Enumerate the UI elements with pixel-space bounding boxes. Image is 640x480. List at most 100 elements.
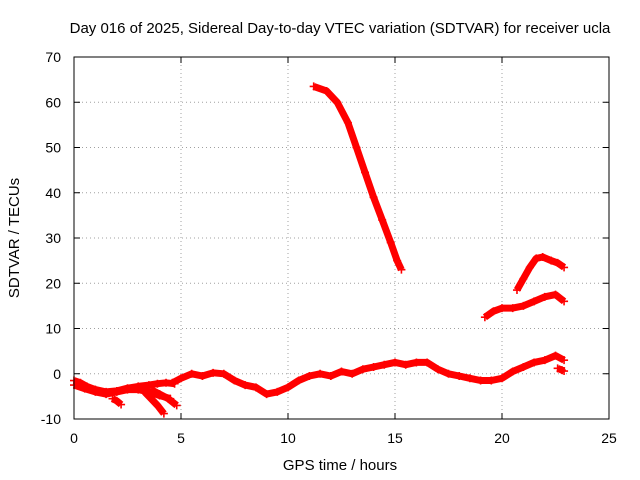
x-axis-title: GPS time / hours	[283, 457, 397, 474]
data-point	[322, 86, 331, 95]
data-point	[352, 143, 361, 152]
chart-title: Day 016 of 2025, Sidereal Day-to-day VTE…	[70, 20, 611, 37]
data-point	[262, 390, 271, 399]
data-point	[333, 98, 342, 107]
axis-ticks: 0 5 10 15 20 25 -10 0 10 20 30 40 50 60 70	[41, 49, 617, 446]
data-point	[155, 390, 164, 399]
data-point	[112, 396, 121, 405]
data-point	[187, 369, 196, 378]
series-arc-3	[108, 394, 126, 409]
data-point	[309, 82, 318, 91]
data-point	[294, 376, 303, 385]
data-point	[91, 387, 100, 396]
data-point	[117, 400, 126, 409]
data-point	[489, 307, 498, 316]
data-point	[358, 365, 367, 374]
data-point	[560, 356, 569, 365]
y-axis-title: SDTVAR / TECUs	[6, 178, 23, 298]
series-layer	[70, 82, 569, 418]
series-arc-4	[140, 387, 168, 418]
data-point	[553, 258, 562, 267]
series-arc-7	[309, 82, 406, 274]
series-line	[149, 386, 179, 409]
data-point	[519, 274, 528, 283]
data-point	[337, 367, 346, 376]
data-point	[123, 385, 132, 394]
series-line	[170, 352, 566, 398]
data-point	[172, 401, 181, 410]
data-point	[140, 387, 149, 396]
x-tick-label: 0	[70, 430, 78, 446]
data-point	[361, 168, 370, 177]
data-point	[284, 383, 292, 392]
data-point	[519, 362, 528, 371]
data-point	[134, 385, 143, 394]
data-point	[476, 376, 485, 385]
data-point	[508, 367, 517, 376]
data-point	[112, 387, 121, 396]
y-tick-label: 10	[45, 321, 61, 337]
data-point	[551, 351, 560, 360]
data-point	[147, 394, 156, 403]
x-tick-label: 20	[494, 430, 510, 446]
data-point	[391, 358, 399, 367]
y-tick-label: 50	[45, 140, 61, 156]
y-tick-label: -10	[41, 411, 61, 427]
y-tick-label: 70	[45, 49, 61, 65]
series-arc-6	[168, 351, 569, 399]
data-point	[397, 265, 406, 274]
data-point	[401, 360, 410, 369]
data-point	[538, 253, 547, 262]
series-line	[142, 389, 167, 416]
data-point	[102, 390, 111, 399]
data-point	[423, 358, 432, 367]
data-point	[393, 256, 402, 265]
data-point	[560, 367, 569, 376]
data-point	[455, 372, 464, 381]
data-point	[551, 290, 560, 299]
data-point	[144, 381, 153, 390]
data-point	[433, 365, 442, 374]
data-point	[547, 256, 556, 265]
data-point	[159, 409, 168, 418]
data-point	[487, 376, 496, 385]
data-point	[444, 369, 453, 378]
data-point	[80, 384, 89, 393]
data-point	[326, 372, 335, 381]
data-point	[164, 394, 173, 403]
data-point	[219, 369, 228, 378]
data-point	[198, 372, 207, 381]
data-point	[519, 301, 528, 310]
data-point	[348, 369, 357, 378]
x-tick-label: 15	[387, 430, 403, 446]
x-tick-label: 5	[177, 430, 185, 446]
data-point	[386, 238, 395, 247]
data-point	[209, 368, 218, 377]
grid-lines	[74, 57, 609, 419]
data-point	[241, 381, 250, 390]
data-point	[553, 364, 562, 373]
data-point	[147, 385, 156, 394]
x-tick-label: 10	[280, 430, 296, 446]
data-point	[480, 313, 489, 322]
data-point	[525, 263, 534, 272]
data-point	[532, 254, 541, 263]
data-point	[380, 360, 389, 369]
data-point	[369, 193, 378, 202]
series-arc-9	[512, 253, 569, 295]
data-point	[498, 304, 506, 313]
data-point	[153, 379, 162, 388]
data-point	[153, 401, 162, 410]
data-point	[560, 297, 569, 306]
data-point	[508, 304, 517, 313]
data-point	[498, 374, 506, 383]
data-point	[230, 376, 239, 385]
data-point	[316, 369, 325, 378]
y-tick-label: 40	[45, 185, 61, 201]
data-point	[378, 215, 387, 224]
y-tick-label: 60	[45, 94, 61, 110]
data-point	[530, 297, 539, 306]
data-point	[251, 383, 260, 392]
x-tick-label: 25	[601, 430, 617, 446]
